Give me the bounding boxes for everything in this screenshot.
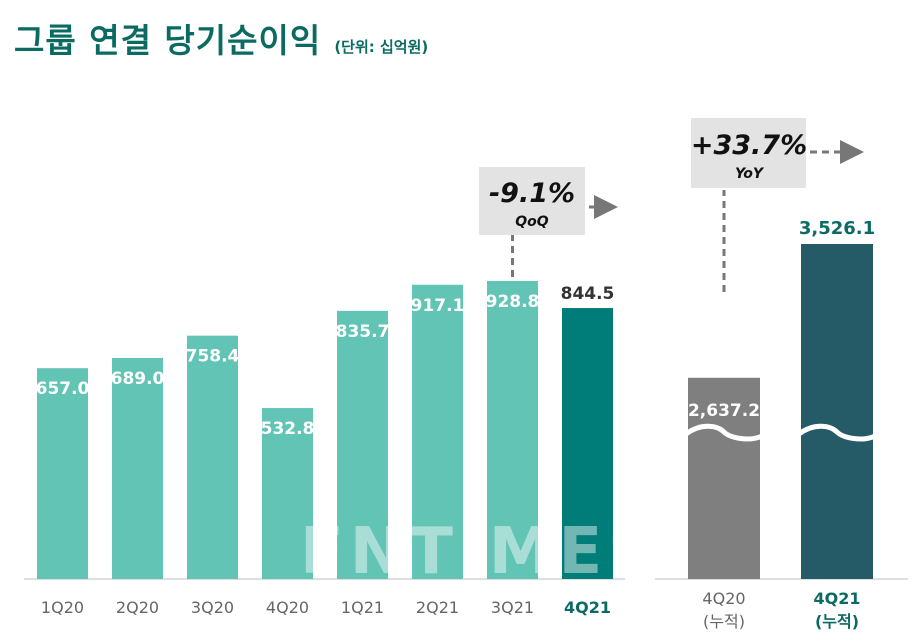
data-label: 2,637.2 [688, 401, 760, 421]
tick-label: 3Q20 [191, 598, 234, 617]
bar [412, 284, 463, 579]
axis-break-mark [797, 423, 877, 442]
data-label: 532.8 [261, 419, 315, 439]
bar [37, 368, 88, 579]
quarterly-net-income-chart: 657.0 1Q20 689.0 2Q20 758.4 3Q20 532.8 4Q20 835.… [24, 167, 625, 617]
data-label: 3,526.1 [799, 218, 875, 239]
unit-label: (단위: 십억원) [334, 38, 429, 56]
callout-box [479, 167, 585, 235]
axis-break-mark [684, 423, 764, 442]
cumulative-net-income-chart: 2,637.2 4Q20 (누적) 3,526.1 4Q21 (누적) +33.7% YoY [655, 118, 908, 631]
tick-label-sub: (누적) [815, 612, 859, 631]
data-label: 657.0 [36, 379, 90, 399]
chart-title: 그룹 연결 당기순이익 [14, 21, 322, 60]
data-label: 844.5 [561, 284, 615, 304]
bar [562, 308, 613, 579]
bar [112, 357, 163, 579]
bar [337, 310, 388, 579]
data-label: 917.1 [411, 296, 465, 316]
data-label: 835.7 [336, 322, 390, 342]
bar [688, 377, 760, 579]
tick-label: 1Q21 [341, 598, 384, 617]
qoq-value: -9.1% [489, 178, 575, 209]
tick-label: 4Q20 [702, 589, 745, 608]
data-label: 928.8 [486, 292, 540, 312]
qoq-label: QoQ [515, 214, 549, 230]
watermark: FNTIMES [300, 515, 661, 589]
bar [487, 281, 538, 579]
tick-label-sub: (누적) [703, 612, 745, 631]
bar [187, 335, 238, 579]
data-label: 689.0 [111, 369, 165, 389]
tick-label: 4Q21 [814, 589, 861, 608]
tick-label: 4Q20 [266, 598, 309, 617]
callout-box [691, 118, 806, 188]
tick-label: 2Q20 [116, 598, 159, 617]
data-label: 758.4 [186, 347, 240, 367]
tick-label: 4Q21 [564, 598, 611, 617]
bar [262, 408, 313, 579]
tick-label: 1Q20 [41, 598, 84, 617]
yoy-label: YoY [735, 166, 765, 182]
tick-label: 3Q21 [491, 598, 534, 617]
yoy-value: +33.7% [691, 130, 807, 161]
bar [801, 244, 873, 579]
tick-label: 2Q21 [416, 598, 459, 617]
